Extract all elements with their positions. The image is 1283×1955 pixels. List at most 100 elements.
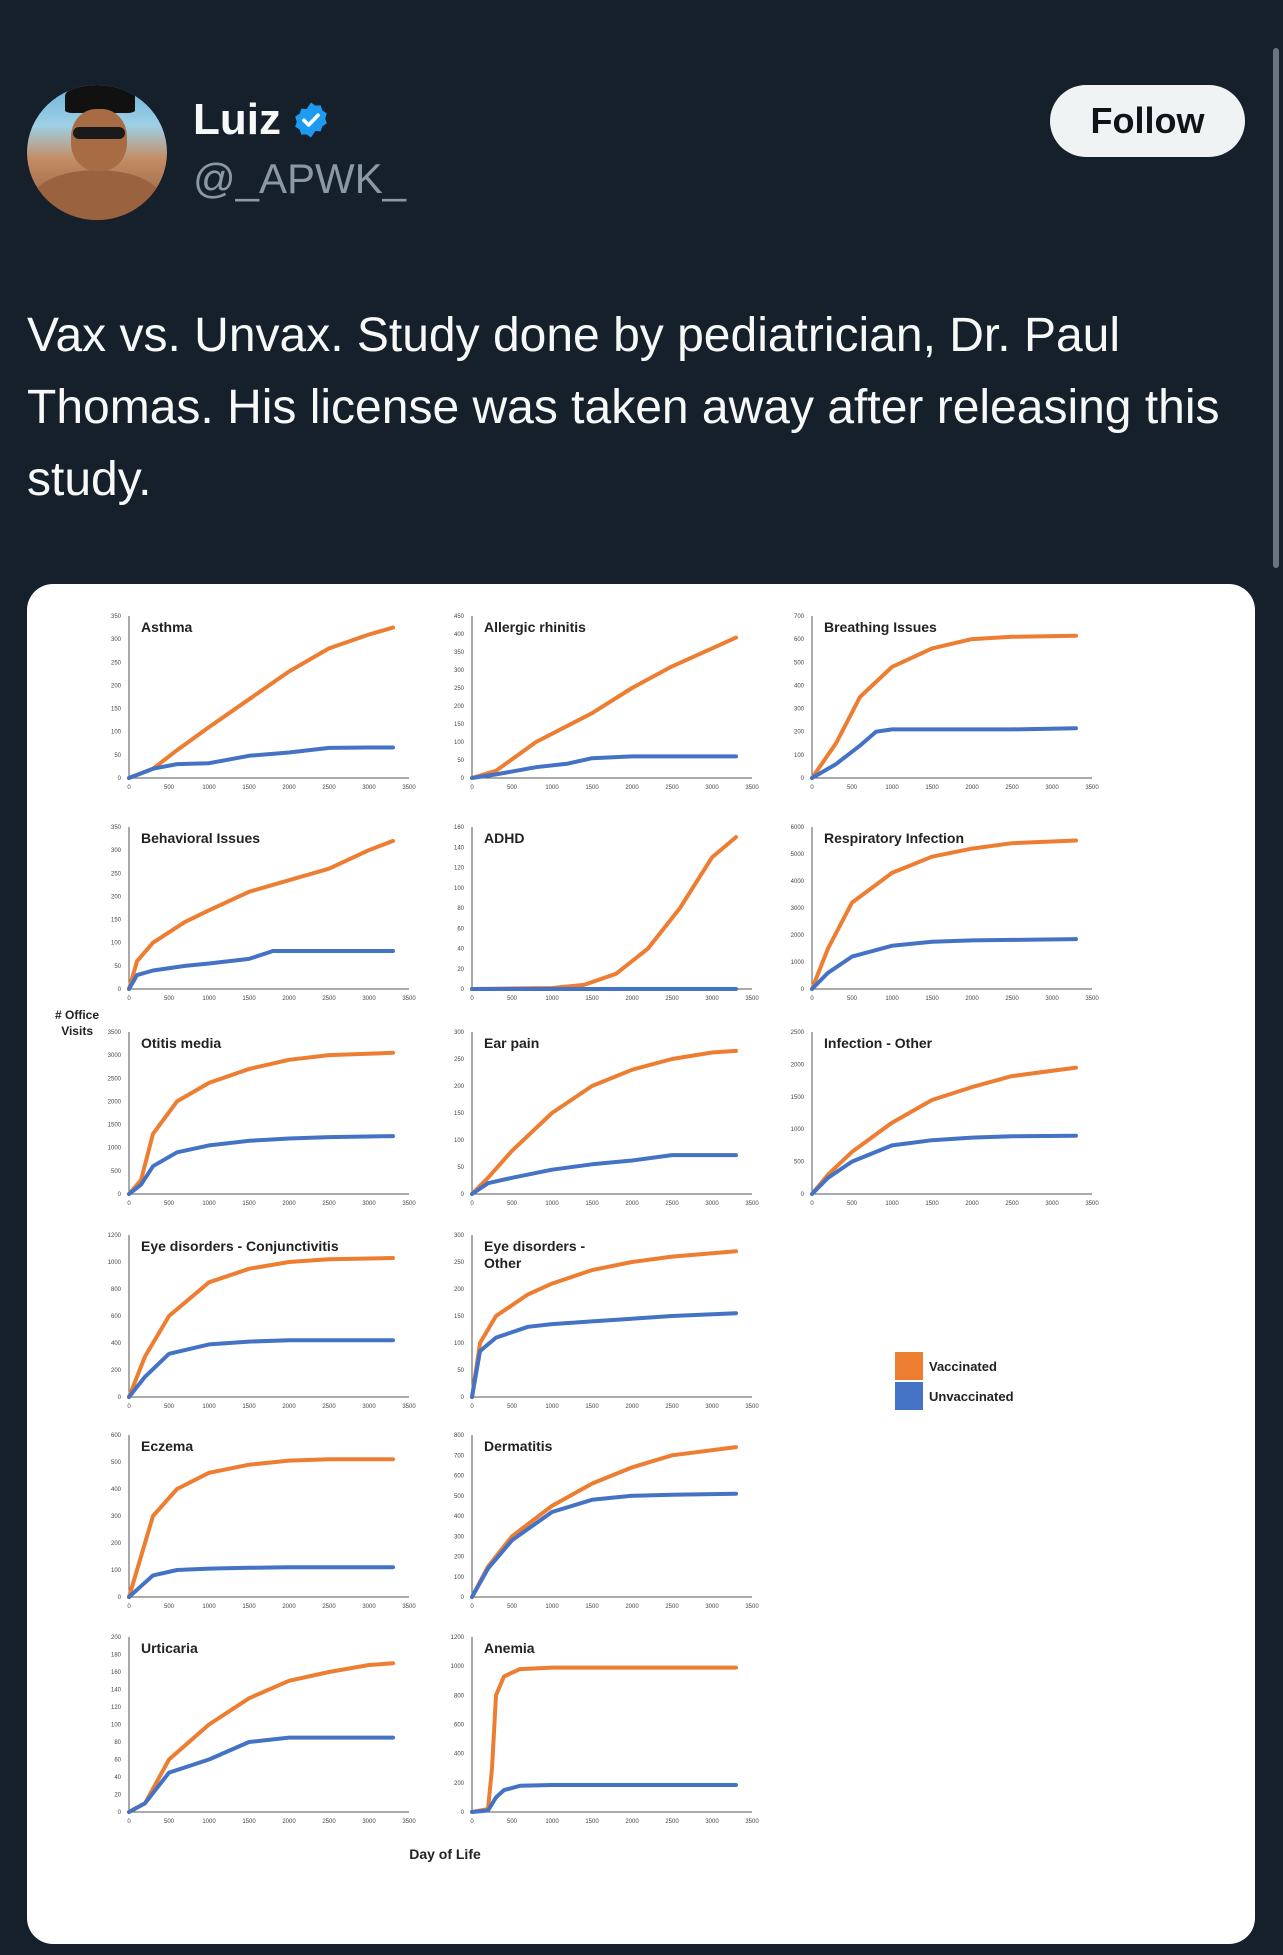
- urticaria-x-tick-label: 2000: [282, 1819, 296, 1825]
- eczema-y-tick-label: 0: [118, 1595, 122, 1601]
- dermatitis-title: Dermatitis: [484, 1438, 553, 1454]
- dermatitis-y-tick-label: 100: [454, 1575, 465, 1581]
- adhd-x-tick-label: 500: [507, 996, 518, 1002]
- asthma-x-tick-label: 3000: [362, 785, 376, 791]
- otitis-media-unvaccinated-line: [127, 1134, 395, 1196]
- y-axis-label: Visits: [61, 1024, 93, 1038]
- dermatitis-y-tick-label: 500: [454, 1494, 465, 1500]
- behavioral-issues-vaccinated-line: [127, 838, 395, 991]
- behavioral-issues-x-tick-label: 2000: [282, 996, 296, 1002]
- avatar[interactable]: [27, 85, 167, 220]
- allergic-rhinitis-y-tick-label: 150: [454, 722, 465, 728]
- dermatitis-y-tick-label: 0: [461, 1595, 465, 1601]
- dermatitis-y-tick-label: 800: [454, 1433, 465, 1439]
- infection-other-x-tick-label: 2000: [965, 1201, 979, 1207]
- verified-badge-icon: [295, 102, 327, 138]
- breathing-issues-y-tick-label: 0: [801, 776, 805, 782]
- eye-disorders-other-x-tick-label: 3000: [705, 1404, 719, 1410]
- allergic-rhinitis-title: Allergic rhinitis: [484, 619, 586, 635]
- eczema-x-tick-label: 1000: [202, 1604, 216, 1610]
- asthma-y-tick-label: 250: [111, 660, 122, 666]
- breathing-issues-y-tick-label: 300: [794, 707, 805, 713]
- adhd-y-tick-label: 140: [454, 845, 465, 851]
- ear-pain-x-tick-label: 1000: [545, 1201, 559, 1207]
- ear-pain-y-tick-label: 300: [454, 1030, 465, 1036]
- behavioral-issues-y-tick-label: 0: [118, 987, 122, 993]
- breathing-issues-x-tick-label: 3000: [1045, 785, 1059, 791]
- asthma-x-tick-label: 0: [127, 785, 131, 791]
- ear-pain-title: Ear pain: [484, 1035, 539, 1051]
- respiratory-infection-unvaccinated-line: [810, 937, 1078, 991]
- respiratory-infection-x-tick-label: 3000: [1045, 996, 1059, 1002]
- dermatitis-x-tick-label: 500: [507, 1604, 518, 1610]
- asthma-y-tick-label: 100: [111, 730, 122, 736]
- behavioral-issues-x-tick-label: 1500: [242, 996, 256, 1002]
- allergic-rhinitis-y-tick-label: 300: [454, 668, 465, 674]
- eye-disorders-conjunctivitis-y-tick-label: 800: [111, 1287, 122, 1293]
- allergic-rhinitis-y-tick-label: 50: [457, 758, 464, 764]
- respiratory-infection-vaccinated-line: [810, 838, 1078, 991]
- eczema-y-tick-label: 500: [111, 1460, 122, 1466]
- dermatitis-x-tick-label: 3000: [705, 1604, 719, 1610]
- infection-other-x-tick-label: 1500: [925, 1201, 939, 1207]
- adhd-x-tick-label: 3500: [745, 996, 759, 1002]
- eczema-x-tick-label: 3500: [402, 1604, 416, 1610]
- tweet-media-image[interactable]: 0 50 100 150 200 250 300 350 0 500 1000 1500 2000 250…: [27, 584, 1255, 1944]
- asthma-y-tick-label: 350: [111, 614, 122, 620]
- asthma-x-tick-label: 1500: [242, 785, 256, 791]
- anemia-y-tick-label: 1000: [451, 1664, 465, 1670]
- breathing-issues-vaccinated-line: [810, 633, 1078, 780]
- ear-pain-vaccinated-line: [470, 1048, 738, 1196]
- anemia-x-tick-label: 0: [470, 1819, 474, 1825]
- eye-disorders-conjunctivitis-x-tick-label: 0: [127, 1404, 131, 1410]
- breathing-issues-x-tick-label: 2000: [965, 785, 979, 791]
- otitis-media-x-tick-label: 1000: [202, 1201, 216, 1207]
- behavioral-issues-x-tick-label: 1000: [202, 996, 216, 1002]
- otitis-media-x-tick-label: 3500: [402, 1201, 416, 1207]
- allergic-rhinitis-x-tick-label: 2500: [665, 785, 679, 791]
- eye-disorders-other-y-tick-label: 150: [454, 1314, 465, 1320]
- ear-pain-x-tick-label: 2000: [625, 1201, 639, 1207]
- anemia-y-tick-label: 600: [454, 1723, 465, 1729]
- eye-disorders-conjunctivitis-y-tick-label: 1200: [108, 1233, 122, 1239]
- eczema-x-tick-label: 0: [127, 1604, 131, 1610]
- adhd-y-tick-label: 80: [457, 906, 464, 912]
- otitis-media-y-tick-label: 500: [111, 1169, 122, 1175]
- eye-disorders-other-y-tick-label: 300: [454, 1233, 465, 1239]
- follow-button[interactable]: Follow: [1050, 85, 1245, 157]
- eye-disorders-conjunctivitis-x-tick-label: 1500: [242, 1404, 256, 1410]
- author-handle[interactable]: @_APWK_: [193, 155, 407, 202]
- eye-disorders-conjunctivitis-x-tick-label: 3500: [402, 1404, 416, 1410]
- scrollbar[interactable]: [1273, 48, 1279, 568]
- respiratory-infection-y-tick-label: 4000: [791, 879, 805, 885]
- behavioral-issues-y-tick-label: 150: [111, 918, 122, 924]
- allergic-rhinitis-x-tick-label: 500: [507, 785, 518, 791]
- anemia-y-tick-label: 400: [454, 1752, 465, 1758]
- adhd-title: ADHD: [484, 830, 524, 846]
- eye-disorders-conjunctivitis-vaccinated-line: [127, 1256, 395, 1399]
- anemia-title: Anemia: [484, 1640, 535, 1656]
- asthma-y-tick-label: 50: [114, 753, 121, 759]
- infection-other-x-tick-label: 500: [847, 1201, 858, 1207]
- asthma-x-tick-label: 2500: [322, 785, 336, 791]
- legend-label: Unvaccinated: [929, 1389, 1014, 1404]
- dermatitis-vaccinated-line: [470, 1445, 738, 1599]
- behavioral-issues-y-tick-label: 100: [111, 941, 122, 947]
- ear-pain-y-tick-label: 100: [454, 1138, 465, 1144]
- asthma-x-tick-label: 2000: [282, 785, 296, 791]
- infection-other-title: Infection - Other: [824, 1035, 933, 1051]
- dermatitis-unvaccinated-line: [470, 1491, 738, 1599]
- infection-other-y-tick-label: 1500: [791, 1095, 805, 1101]
- asthma-x-tick-label: 1000: [202, 785, 216, 791]
- eye-disorders-other-y-tick-label: 250: [454, 1260, 465, 1266]
- dermatitis-y-tick-label: 200: [454, 1555, 465, 1561]
- author-name[interactable]: Luiz: [193, 95, 281, 144]
- adhd-y-tick-label: 120: [454, 866, 465, 872]
- breathing-issues-y-tick-label: 100: [794, 753, 805, 759]
- otitis-media-x-tick-label: 0: [127, 1201, 131, 1207]
- eye-disorders-other-title: Eye disorders -: [484, 1238, 585, 1254]
- urticaria-y-tick-label: 140: [111, 1688, 122, 1694]
- breathing-issues-x-tick-label: 3500: [1085, 785, 1099, 791]
- allergic-rhinitis-x-tick-label: 1000: [545, 785, 559, 791]
- respiratory-infection-y-tick-label: 5000: [791, 852, 805, 858]
